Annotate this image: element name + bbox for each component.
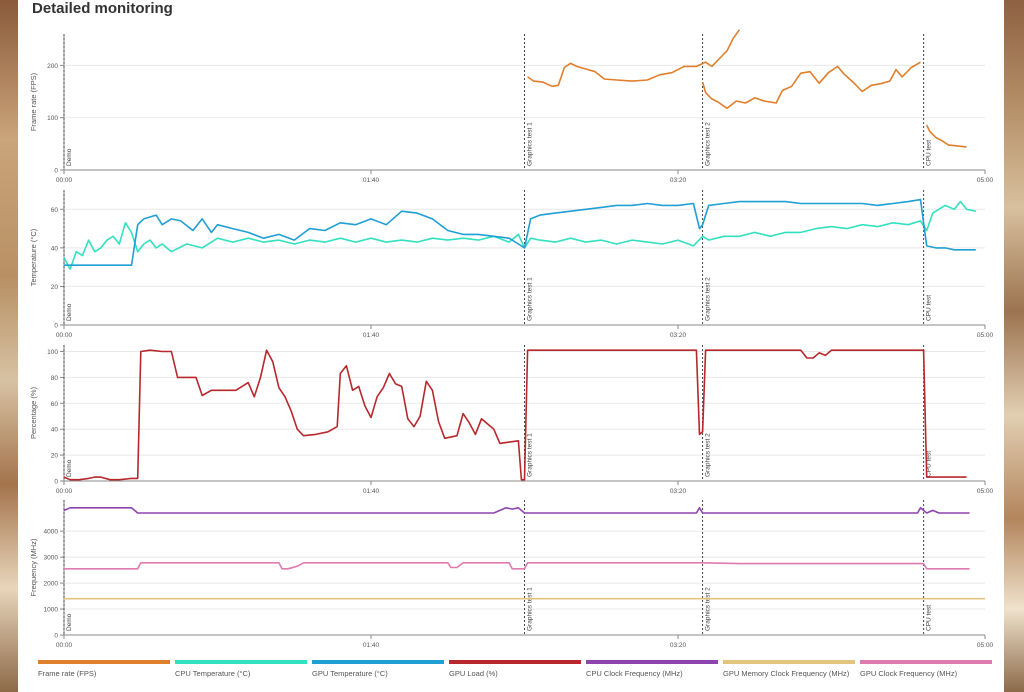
legend-swatch (586, 660, 718, 664)
phase-marker-label: CPU test (926, 605, 933, 631)
x-tick-label: 03:20 (670, 488, 687, 495)
x-tick-label: 05:00 (977, 177, 994, 184)
phase-marker-label: Graphics test 1 (527, 587, 534, 631)
series-line (527, 29, 741, 88)
phase-marker-label: CPU test (926, 140, 933, 166)
y-tick-label: 0 (54, 479, 58, 486)
series-line (925, 124, 967, 148)
x-tick-label: 05:00 (977, 642, 994, 649)
y-tick-label: 2000 (44, 581, 59, 588)
x-tick-label: 05:00 (977, 332, 994, 339)
phase-marker-label: Demo (66, 148, 73, 166)
x-tick-label: 03:20 (670, 332, 687, 339)
phase-marker-label: Demo (66, 303, 73, 321)
series-line (63, 349, 967, 481)
y-tick-label: 100 (47, 115, 58, 122)
x-tick-label: 00:00 (56, 177, 73, 184)
y-tick-label: 1000 (44, 607, 59, 614)
series-line (63, 507, 970, 514)
chart-4: 0 1000 2000 3000 4000 00:00 01:40 03:20 05:00 Fre… (29, 500, 994, 649)
x-tick-label: 03:20 (670, 177, 687, 184)
phase-marker-label: CPU test (926, 451, 933, 477)
phase-marker-label: Demo (66, 613, 73, 631)
y-tick-label: 0 (54, 323, 58, 330)
phase-marker-label: Graphics test 2 (705, 433, 712, 477)
background-right (1004, 0, 1024, 692)
y-tick-label: 60 (51, 207, 59, 214)
phase-marker-label: Graphics test 2 (705, 587, 712, 631)
x-tick-label: 00:00 (56, 642, 73, 649)
legend-swatch (860, 660, 992, 664)
phase-marker-label: Demo (66, 459, 73, 477)
legend-label: GPU Load (%) (449, 669, 498, 678)
series-line (63, 200, 976, 270)
legend-swatch (175, 660, 307, 664)
y-tick-label: 200 (47, 63, 58, 70)
legend-swatch (312, 660, 444, 664)
x-tick-label: 01:40 (363, 642, 380, 649)
x-tick-label: 01:40 (363, 488, 380, 495)
legend-label: GPU Memory Clock Frequency (MHz) (723, 669, 850, 678)
series-line (64, 562, 970, 570)
y-tick-label: 40 (51, 427, 59, 434)
legend-swatch (723, 660, 855, 664)
phase-marker-label: Graphics test 1 (527, 122, 534, 166)
chart-1: 0 100 200 00:00 01:40 03:20 05:00 Frame rate (F… (29, 29, 994, 184)
phase-marker-label: CPU test (926, 295, 933, 321)
series-line (64, 198, 976, 266)
x-tick-label: 00:00 (56, 332, 73, 339)
legend-label: CPU Temperature (°C) (175, 669, 251, 678)
y-axis-label: Frequency (MHz) (29, 538, 38, 596)
y-tick-label: 20 (51, 453, 59, 460)
series-line (701, 61, 921, 110)
x-tick-label: 01:40 (363, 332, 380, 339)
y-tick-label: 60 (51, 401, 59, 408)
x-tick-label: 03:20 (670, 642, 687, 649)
legend-swatch (449, 660, 581, 664)
phase-marker-label: Graphics test 2 (705, 122, 712, 166)
y-tick-label: 3000 (44, 555, 59, 562)
legend-label: Frame rate (FPS) (38, 669, 97, 678)
legend-swatch (38, 660, 170, 664)
monitoring-panel (18, 0, 1004, 692)
y-tick-label: 40 (51, 245, 59, 252)
y-tick-label: 0 (54, 633, 58, 640)
legend-label: GPU Clock Frequency (MHz) (860, 669, 958, 678)
y-axis-label: Temperature (°C) (29, 228, 38, 286)
legend-label: CPU Clock Frequency (MHz) (586, 669, 683, 678)
legend-label: GPU Temperature (°C) (312, 669, 388, 678)
chart-legend: Frame rate (FPS) CPU Temperature (°C) GPU … (38, 660, 993, 690)
background-left (0, 0, 18, 692)
y-axis-label: Percentage (%) (29, 386, 38, 439)
x-tick-label: 01:40 (363, 177, 380, 184)
chart-2: 0 20 40 60 00:00 01:40 03:20 05:00 Temperature (… (29, 190, 994, 339)
phase-marker-label: Graphics test 1 (527, 433, 534, 477)
phase-marker-label: Graphics test 1 (527, 277, 534, 321)
x-tick-label: 00:00 (56, 488, 73, 495)
y-tick-label: 0 (54, 168, 58, 175)
chart-3: 0 20 40 60 80 100 00:00 01:40 03:20 05:00 Percenta… (29, 345, 994, 495)
y-axis-label: Frame rate (FPS) (29, 72, 38, 131)
y-tick-label: 80 (51, 375, 59, 382)
phase-marker-label: Graphics test 2 (705, 277, 712, 321)
y-tick-label: 20 (51, 284, 59, 291)
y-tick-label: 100 (47, 349, 58, 356)
page-title: Detailed monitoring (32, 0, 173, 17)
x-tick-label: 05:00 (977, 488, 994, 495)
y-tick-label: 4000 (44, 529, 59, 536)
